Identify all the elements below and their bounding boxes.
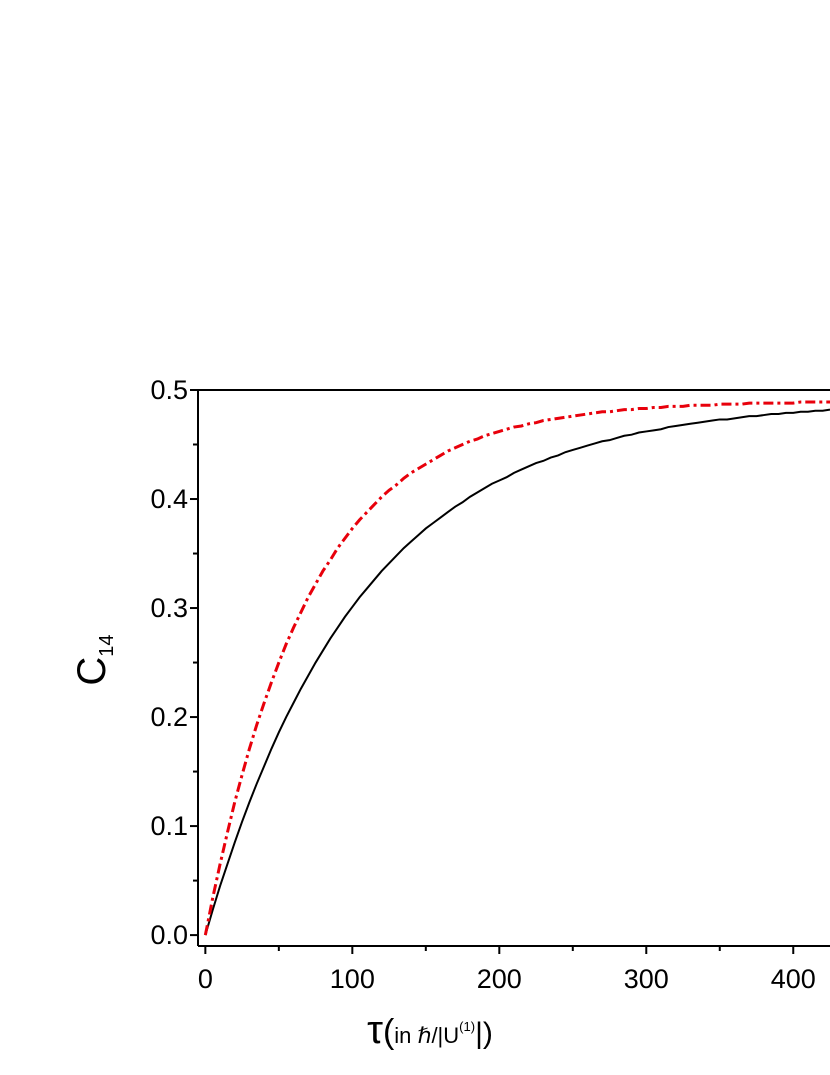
- x-axis-label: τ(in ℏ/|U(1)|): [367, 1008, 493, 1052]
- y-tick-label: 0.3: [150, 593, 188, 623]
- series-line: [204, 408, 830, 936]
- y-axis-label: C14: [70, 634, 118, 685]
- x-tick-label: 300: [624, 964, 669, 994]
- y-tick-label: 0.2: [150, 702, 188, 732]
- y-tick-label: 0.1: [150, 811, 188, 841]
- x-tick-label: 400: [771, 964, 816, 994]
- x-tick-label: 200: [477, 964, 522, 994]
- y-tick-label: 0.0: [150, 920, 188, 950]
- y-tick-label: 0.4: [150, 484, 188, 514]
- x-tick-label: 100: [330, 964, 375, 994]
- series-line: [203, 400, 830, 936]
- x-tick-label: 0: [198, 964, 213, 994]
- y-tick-label: 0.5: [150, 375, 188, 405]
- plot-area: [203, 400, 830, 936]
